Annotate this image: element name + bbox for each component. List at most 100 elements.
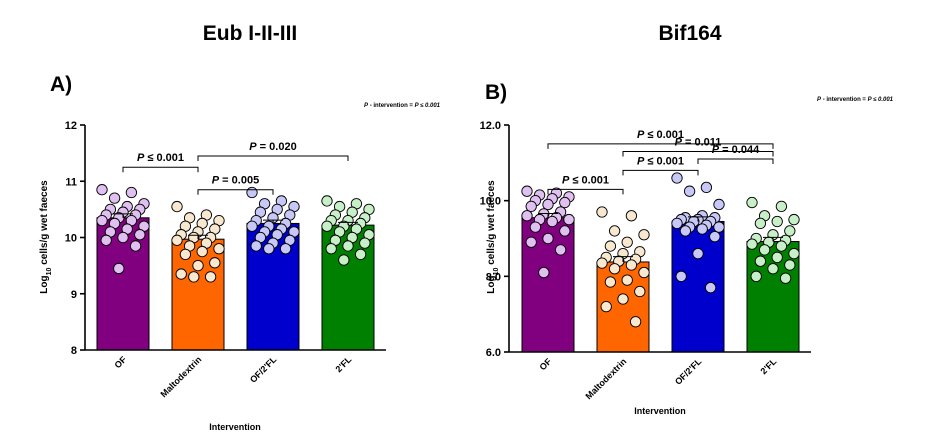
panel-b-significance-label: P ≤ 0.001 (562, 174, 609, 186)
panel-b-data-point (771, 251, 783, 264)
panel-b-data-point (754, 255, 767, 267)
panel-a-data-point (338, 254, 350, 266)
panel-b-data-point (788, 247, 800, 260)
panel-a-data-point (246, 220, 258, 232)
panel-b-y-axis-label: Log10 cells/g wet faeces (486, 180, 500, 294)
panel-b-y-tick-label: 12.0 (480, 120, 501, 132)
panel-a-category-label: OF (113, 354, 129, 370)
panel-a-significance-bracket (197, 189, 274, 195)
panel-a-data-point (209, 257, 221, 269)
panel-a-y-tick-label: 12 (65, 120, 77, 132)
panel-a-label: A) (50, 73, 72, 96)
panel-b-category-label: 2'FL (759, 356, 779, 376)
panel-a-category-label: 2'FL (334, 354, 354, 374)
panel-a-data-point (134, 229, 146, 241)
panel-b-data-point (638, 229, 650, 241)
panel-b-data-point (604, 276, 617, 288)
panel-b-significance-bracket (697, 158, 774, 165)
panel-a-data-point (250, 240, 262, 252)
panel-b-data-point (608, 263, 621, 275)
panel-a-x-axis-label: Intervention (209, 422, 261, 432)
panel-b-x-axis-label: Intervention (634, 406, 686, 416)
panel-b-data-point (521, 185, 533, 197)
panel-a-bar (171, 238, 225, 351)
panel-b-data-point (750, 270, 762, 282)
panel-a-data-point (196, 245, 208, 258)
panel-b-data-point (671, 172, 683, 184)
panel-b-y-tick-label: 6.0 (486, 347, 501, 359)
panel-a-data-point (321, 220, 333, 232)
panel-b-significance-label: P = 0.044 (712, 144, 760, 156)
panel-b-significance-bracket (547, 143, 774, 149)
panel-b-data-point (529, 221, 542, 233)
panel-a-data-point (246, 186, 258, 199)
panel-b-intervention-note: P - intervention = P ≤ 0.001 (817, 97, 894, 103)
panel-a-y-tick-label: 11 (65, 176, 77, 188)
panel-a-data-point (279, 243, 292, 255)
panel-a-significance-label: P = 0.020 (249, 141, 296, 153)
panel-a-data-point (129, 240, 142, 252)
panel-b-data-point (600, 300, 612, 313)
panel-a-data-point (192, 259, 204, 272)
panel-b-data-point (617, 293, 629, 305)
panel-b-category-label: OF (538, 356, 554, 372)
panel-b-data-point (546, 215, 558, 228)
panel-b-data-point (692, 247, 704, 260)
panel-a-significance-label: P = 0.005 (212, 175, 259, 187)
panel-a-data-point (96, 214, 108, 227)
panel-b-category-label: OF/2'FL (673, 356, 704, 387)
panel-a-data-point (175, 268, 187, 280)
panel-b-data-point (675, 270, 687, 282)
panel-b-data-point (542, 232, 554, 245)
panel-b-significance-bracket (622, 150, 774, 157)
panel-b-title: Bif164 (658, 22, 721, 45)
panel-b-data-point (779, 272, 792, 284)
panel-b-data-point (713, 221, 725, 233)
panel-a-title: Eub I-II-III (203, 22, 298, 45)
panel-a-y-tick-label: 10 (65, 233, 77, 245)
panel-a-category-label: Maltodextrin (159, 354, 204, 399)
panel-b-data-point (671, 217, 683, 230)
panel-b-data-point (746, 238, 758, 250)
panel-b-data-point (634, 285, 646, 298)
panel-b-y-tick-label: 10.0 (480, 196, 501, 208)
panel-a-intervention-note: P - intervention = P ≤ 0.001 (364, 103, 441, 109)
panel-a-data-point (108, 192, 121, 204)
panel-b-data-point (629, 316, 642, 328)
panel-a-y-tick-label: 8 (71, 345, 77, 357)
panel-a-data-point (171, 200, 183, 213)
panel-a-data-point (213, 243, 225, 255)
panel-b-significance-label: P = 0.011 (675, 136, 722, 148)
panel-b-data-point (538, 266, 550, 279)
panel-b-data-point (713, 198, 725, 211)
panel-b-y-tick-label: 8.0 (486, 271, 501, 283)
panel-b-data-point (596, 206, 608, 218)
panel-a-y-tick-label: 9 (71, 289, 77, 301)
panel-b-data-point (625, 210, 638, 222)
panel-a-significance-label: P ≤ 0.001 (137, 152, 184, 164)
panel-a-data-point (342, 240, 354, 252)
panel-b-data-point (625, 259, 638, 271)
panel-b-data-point (754, 217, 767, 230)
panel-a-data-point (321, 195, 333, 207)
panel-a-data-point (354, 248, 367, 261)
panel-b-data-point (621, 236, 633, 248)
panel-b-data-point (775, 200, 788, 212)
panel-a-data-point (96, 184, 108, 196)
panel-b-significance-bracket (547, 188, 624, 195)
panel-b-data-point (700, 181, 713, 194)
panel-b-data-point (788, 213, 800, 226)
panel-b-data-point (709, 230, 721, 243)
panel-b-significance-bracket (622, 169, 699, 176)
panel-b-data-point (542, 198, 554, 211)
panel-b-data-point (704, 282, 717, 294)
panel-a-significance-bracket (122, 166, 199, 173)
panel-b-data-point (559, 225, 571, 237)
panel-a-data-point (204, 271, 217, 283)
panel-b-data-point (784, 259, 796, 271)
panel-a-plot: 8 9 10 11 12 OF Maltodextrin OF/2'FL 2'FL P ≤ 0.0… (65, 120, 386, 399)
panel-b-data-point (696, 223, 708, 235)
panel-a-data-point (125, 186, 138, 199)
panel-b-data-point (638, 266, 650, 279)
